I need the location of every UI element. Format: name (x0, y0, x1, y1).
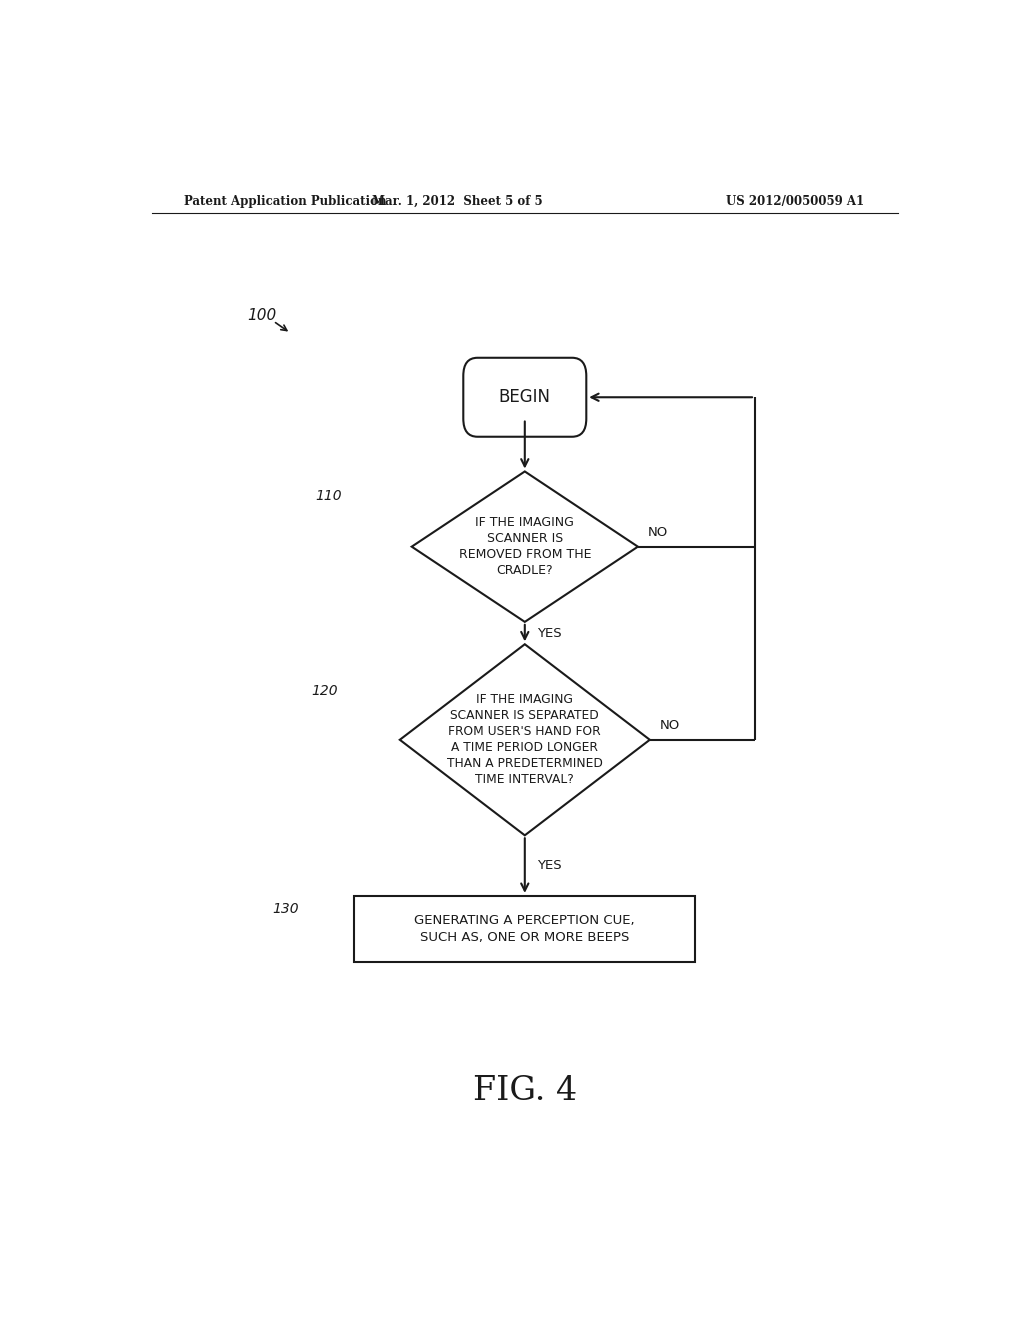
Polygon shape (399, 644, 650, 836)
Text: Mar. 1, 2012  Sheet 5 of 5: Mar. 1, 2012 Sheet 5 of 5 (372, 194, 543, 207)
Text: Patent Application Publication: Patent Application Publication (183, 194, 386, 207)
Text: 120: 120 (311, 684, 338, 698)
Text: IF THE IMAGING
SCANNER IS
REMOVED FROM THE
CRADLE?: IF THE IMAGING SCANNER IS REMOVED FROM T… (459, 516, 591, 577)
Text: BEGIN: BEGIN (499, 388, 551, 407)
Text: 100: 100 (247, 309, 276, 323)
Text: YES: YES (537, 627, 561, 640)
Polygon shape (412, 471, 638, 622)
Text: GENERATING A PERCEPTION CUE,
SUCH AS, ONE OR MORE BEEPS: GENERATING A PERCEPTION CUE, SUCH AS, ON… (415, 913, 635, 944)
Text: FIG. 4: FIG. 4 (473, 1076, 577, 1107)
Text: 110: 110 (315, 488, 342, 503)
Text: NO: NO (647, 525, 668, 539)
Text: US 2012/0050059 A1: US 2012/0050059 A1 (726, 194, 863, 207)
Bar (354, 896, 695, 962)
Text: YES: YES (537, 859, 561, 873)
Text: NO: NO (659, 718, 680, 731)
Text: 130: 130 (272, 902, 299, 916)
FancyBboxPatch shape (463, 358, 587, 437)
Text: IF THE IMAGING
SCANNER IS SEPARATED
FROM USER'S HAND FOR
A TIME PERIOD LONGER
TH: IF THE IMAGING SCANNER IS SEPARATED FROM… (446, 693, 603, 787)
